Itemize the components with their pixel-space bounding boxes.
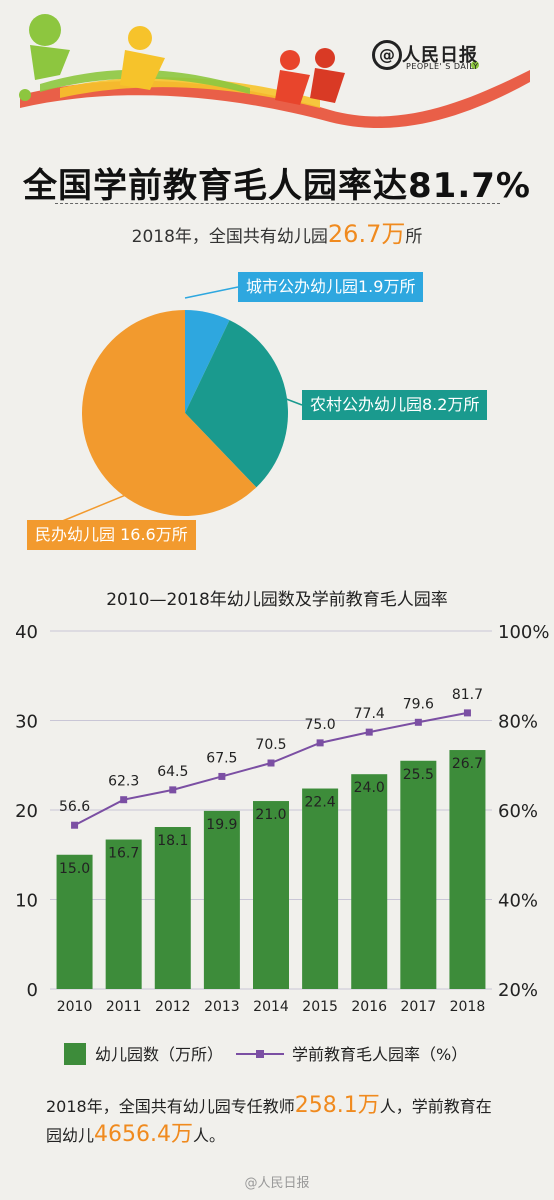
footer-line1-b: 人，学前教育在 bbox=[379, 1097, 492, 1116]
x-tick-label: 2012 bbox=[155, 999, 191, 1015]
bar bbox=[105, 839, 142, 989]
footer-summary: 2018年，全国共有幼儿园专任教师258.1万人，学前教育在 园幼儿4656.4… bbox=[46, 1092, 516, 1150]
x-tick-label: 2011 bbox=[106, 999, 142, 1015]
bar bbox=[203, 810, 240, 989]
rate-point bbox=[316, 739, 324, 747]
footer-teachers-value: 258.1万 bbox=[294, 1093, 380, 1118]
people-daily-logo: @ 人民日报 PEOPLE' S DAILY bbox=[372, 40, 522, 71]
y-left-tick: 10 bbox=[15, 891, 38, 912]
rate-point bbox=[71, 821, 79, 829]
bar bbox=[154, 827, 191, 989]
bar-value-label: 26.7 bbox=[452, 756, 483, 772]
pie-label-private: 民办幼儿园 16.6万所 bbox=[27, 520, 196, 550]
logo-name: 人民日报 bbox=[402, 45, 478, 66]
bar bbox=[449, 750, 486, 989]
bar-value-label: 24.0 bbox=[354, 780, 385, 796]
legend-line-marker bbox=[256, 1050, 264, 1058]
x-tick-label: 2016 bbox=[351, 999, 387, 1015]
legend-line-label: 学前教育毛人园率（%） bbox=[292, 1045, 467, 1064]
rate-point bbox=[218, 772, 226, 780]
chart-title: 2010—2018年幼儿园数及学前教育毛人园率 bbox=[106, 590, 448, 610]
rate-point bbox=[267, 759, 275, 767]
pie-leader-city bbox=[184, 286, 239, 299]
rate-value-label: 77.4 bbox=[354, 706, 385, 722]
bar-value-label: 25.5 bbox=[403, 767, 434, 783]
bar bbox=[253, 801, 289, 989]
footer-line2-b: 人。 bbox=[193, 1126, 226, 1145]
rate-point bbox=[169, 786, 177, 794]
page-title: 全国学前教育毛人园率达81.7% bbox=[23, 166, 531, 206]
bar-value-label: 21.0 bbox=[255, 807, 286, 823]
pie-leader-private bbox=[59, 484, 151, 523]
y-right-tick: 60% bbox=[498, 801, 538, 822]
subtitle-prefix: 2018年，全国共有幼儿园 bbox=[131, 227, 328, 247]
pie-leader-rural bbox=[267, 391, 303, 406]
footer-line1-a: 2018年，全国共有幼儿园专任教师 bbox=[46, 1097, 295, 1116]
bar-value-label: 22.4 bbox=[305, 795, 336, 811]
y-right-tick: 100% bbox=[498, 622, 549, 643]
weibo-watermark: @人民日报 bbox=[244, 1176, 310, 1191]
bar-value-label: 15.0 bbox=[59, 861, 90, 877]
bar bbox=[302, 788, 339, 989]
x-tick-label: 2015 bbox=[302, 999, 338, 1015]
x-tick-label: 2013 bbox=[204, 999, 240, 1015]
x-tick-label: 2014 bbox=[253, 999, 289, 1015]
x-tick-label: 2017 bbox=[401, 999, 437, 1015]
y-right-tick: 20% bbox=[498, 980, 538, 1001]
rate-value-label: 79.6 bbox=[403, 696, 434, 712]
pie-slice-city-public bbox=[185, 310, 230, 413]
subtitle-suffix: 所 bbox=[405, 227, 423, 247]
y-left-tick: 30 bbox=[15, 712, 38, 733]
subtitle-highlight: 26.7万 bbox=[327, 220, 406, 248]
y-left-tick: 40 bbox=[15, 622, 38, 643]
rate-point bbox=[120, 796, 128, 804]
bar bbox=[351, 774, 388, 989]
logo-subtitle: PEOPLE' S DAILY bbox=[406, 62, 479, 71]
rate-value-label: 62.3 bbox=[108, 774, 139, 790]
pie-label-rural-public: 农村公办幼儿园8.2万所 bbox=[302, 390, 488, 420]
x-tick-label: 2010 bbox=[57, 999, 93, 1015]
footer-children-value: 4656.4万 bbox=[94, 1122, 193, 1147]
kindergarten-total: 2018年，全国共有幼儿园26.7万所 bbox=[0, 214, 554, 249]
x-tick-label: 2018 bbox=[450, 999, 486, 1015]
title-divider bbox=[55, 203, 500, 204]
y-left-tick: 0 bbox=[27, 980, 38, 1001]
y-left-tick: 20 bbox=[15, 801, 38, 822]
rate-value-label: 67.5 bbox=[206, 750, 237, 766]
header-illustration bbox=[19, 14, 530, 129]
legend-bar-label: 幼儿园数（万所） bbox=[95, 1045, 223, 1064]
rate-point bbox=[463, 709, 471, 717]
at-icon: @ bbox=[372, 40, 402, 70]
y-right-tick: 40% bbox=[498, 891, 538, 912]
rate-value-label: 64.5 bbox=[157, 764, 188, 780]
y-right-tick: 80% bbox=[498, 712, 538, 733]
rate-value-label: 70.5 bbox=[255, 737, 286, 753]
pie-slice-rural-public bbox=[185, 320, 288, 488]
rate-value-label: 81.7 bbox=[452, 687, 483, 703]
rate-point bbox=[365, 728, 373, 736]
kindergarten-type-pie bbox=[59, 286, 303, 523]
footer-line2-a: 园幼儿 bbox=[46, 1126, 95, 1145]
combo-chart: 15.0 16.7 18.1 19.9 21.0 22.4 24.0 25.5 26.7 56.… bbox=[15, 622, 549, 1065]
bar-value-label: 16.7 bbox=[108, 846, 139, 862]
pie-slice-private bbox=[81, 310, 257, 516]
legend-bar-swatch bbox=[64, 1043, 86, 1065]
bar bbox=[56, 854, 93, 989]
rate-point bbox=[414, 718, 422, 726]
pie-label-city-public: 城市公办幼儿园1.9万所 bbox=[238, 272, 424, 302]
rate-value-label: 56.6 bbox=[59, 799, 90, 815]
bar bbox=[400, 760, 437, 989]
rate-value-label: 75.0 bbox=[305, 717, 336, 733]
bar-value-label: 19.9 bbox=[206, 817, 237, 833]
bar-value-label: 18.1 bbox=[157, 833, 188, 849]
